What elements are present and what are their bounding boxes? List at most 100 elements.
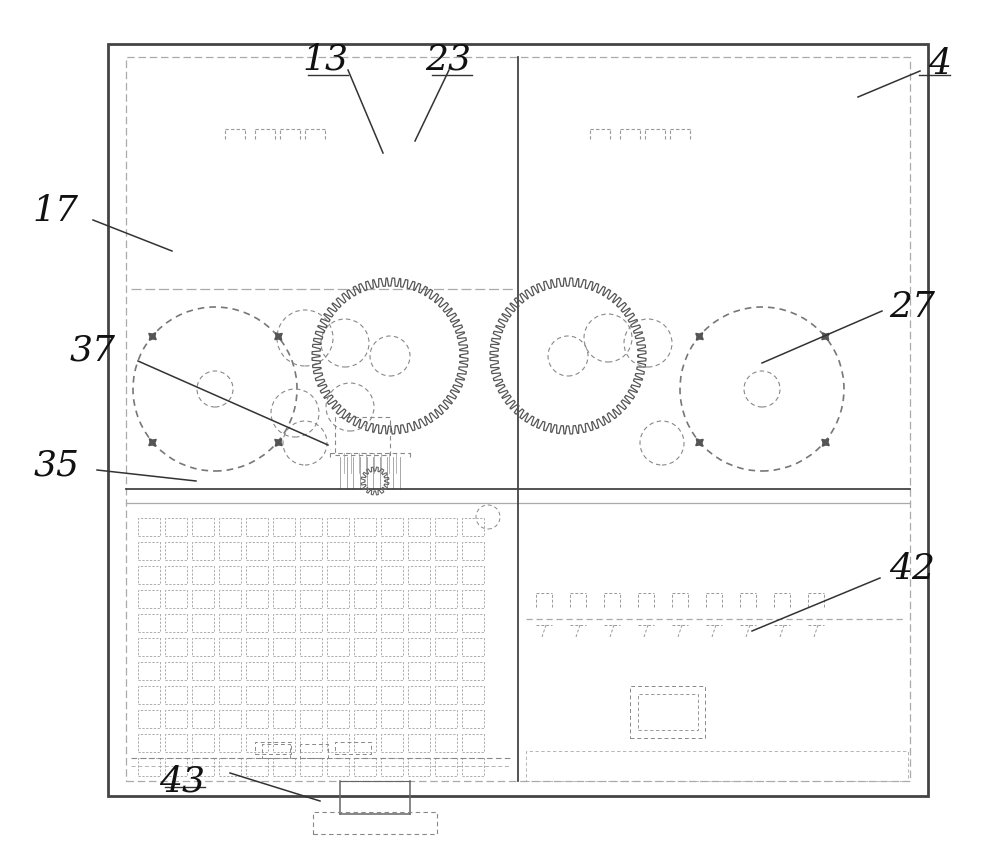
Bar	[192, 590, 214, 608]
Bar	[246, 686, 268, 705]
Bar	[381, 638, 403, 656]
Bar	[165, 566, 187, 584]
Bar	[246, 543, 268, 560]
Bar	[381, 734, 403, 752]
Bar	[273, 590, 295, 608]
Text: 17: 17	[32, 194, 78, 228]
Bar	[300, 686, 322, 705]
Bar	[165, 614, 187, 632]
Bar	[462, 662, 484, 680]
Bar	[354, 638, 376, 656]
Bar	[630, 686, 705, 738]
Bar	[246, 566, 268, 584]
Bar	[327, 662, 349, 680]
Bar	[219, 758, 241, 776]
Bar	[138, 734, 160, 752]
Bar	[165, 519, 187, 537]
Bar	[300, 590, 322, 608]
Bar	[408, 519, 430, 537]
Bar	[354, 519, 376, 537]
Bar	[435, 758, 457, 776]
Bar	[165, 543, 187, 560]
Bar	[327, 519, 349, 537]
Text: 35: 35	[34, 449, 80, 483]
Bar	[246, 711, 268, 728]
Text: 23: 23	[425, 42, 471, 76]
Bar	[462, 686, 484, 705]
Bar	[273, 543, 295, 560]
Bar	[381, 758, 403, 776]
Bar	[435, 686, 457, 705]
Bar	[435, 543, 457, 560]
Bar	[219, 614, 241, 632]
Bar	[408, 638, 430, 656]
Bar	[192, 758, 214, 776]
Bar	[192, 519, 214, 537]
Bar	[435, 711, 457, 728]
Text: 37: 37	[70, 334, 116, 368]
Bar	[354, 734, 376, 752]
Bar	[165, 734, 187, 752]
Bar	[300, 711, 322, 728]
Bar	[300, 566, 322, 584]
Bar	[138, 519, 160, 537]
Bar	[354, 662, 376, 680]
Bar	[381, 614, 403, 632]
Bar	[126, 58, 910, 781]
Bar	[246, 614, 268, 632]
Bar	[165, 590, 187, 608]
Bar	[273, 662, 295, 680]
Bar	[138, 686, 160, 705]
Bar	[273, 519, 295, 537]
Bar	[354, 543, 376, 560]
Bar	[246, 638, 268, 656]
Bar	[462, 734, 484, 752]
Bar	[300, 519, 322, 537]
Bar	[246, 662, 268, 680]
Bar	[354, 758, 376, 776]
Bar	[327, 711, 349, 728]
Bar	[219, 638, 241, 656]
Bar	[462, 590, 484, 608]
Bar	[462, 638, 484, 656]
Bar	[138, 662, 160, 680]
Bar	[435, 614, 457, 632]
Bar	[300, 758, 322, 776]
Bar	[327, 638, 349, 656]
Bar	[300, 614, 322, 632]
Bar	[192, 638, 214, 656]
Bar	[273, 758, 295, 776]
Bar	[138, 614, 160, 632]
Bar	[526, 751, 908, 781]
Bar	[462, 758, 484, 776]
Bar	[219, 590, 241, 608]
Bar	[219, 519, 241, 537]
Bar	[165, 662, 187, 680]
Bar	[273, 638, 295, 656]
Bar	[219, 566, 241, 584]
Bar	[273, 614, 295, 632]
Bar	[246, 758, 268, 776]
Bar	[335, 417, 390, 456]
Bar	[381, 686, 403, 705]
Bar	[219, 662, 241, 680]
Bar	[435, 590, 457, 608]
Bar	[138, 758, 160, 776]
Bar	[246, 734, 268, 752]
Bar	[435, 566, 457, 584]
Bar	[273, 734, 295, 752]
Text: 43: 43	[159, 764, 205, 798]
Bar	[300, 744, 328, 758]
Bar	[313, 812, 437, 834]
Bar	[300, 662, 322, 680]
Bar	[408, 614, 430, 632]
Text: 42: 42	[889, 551, 935, 585]
Bar	[138, 711, 160, 728]
Bar	[408, 566, 430, 584]
Bar	[408, 686, 430, 705]
Bar	[192, 734, 214, 752]
Bar	[165, 758, 187, 776]
Bar	[335, 742, 371, 754]
Bar	[192, 686, 214, 705]
Bar	[435, 662, 457, 680]
